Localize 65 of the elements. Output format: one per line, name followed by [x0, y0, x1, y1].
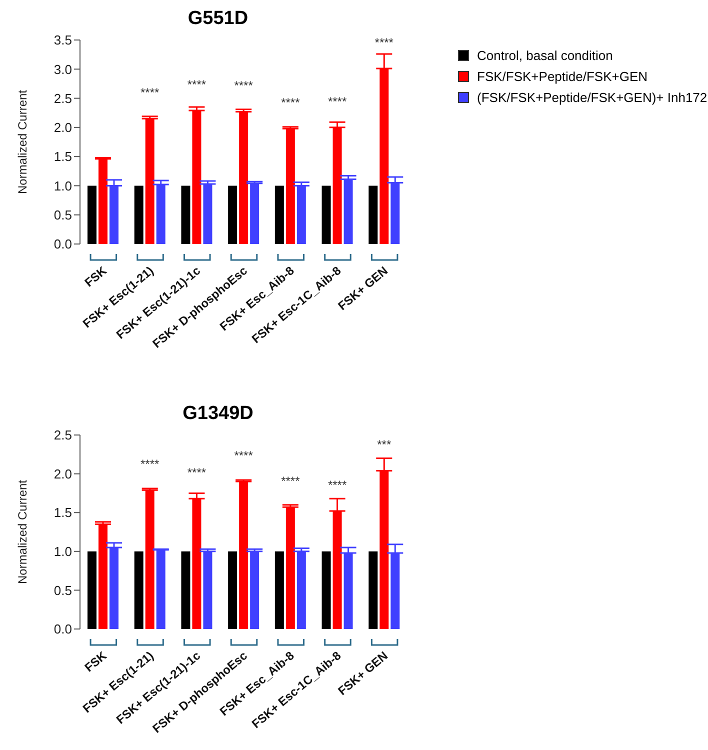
bar [239, 482, 248, 629]
y-tick-label: 1.0 [54, 178, 72, 194]
bar [322, 186, 331, 244]
bar [192, 110, 202, 244]
legend-label: Control, basal condition [477, 48, 613, 63]
bar [145, 118, 154, 244]
annotation: **** [187, 466, 206, 480]
chart-title: G1349D [182, 403, 254, 426]
bar [322, 551, 331, 629]
annotation: **** [281, 96, 300, 110]
annotation: **** [328, 94, 347, 108]
bar [228, 186, 238, 244]
y-tick-label: 2.0 [54, 120, 72, 136]
bar [250, 183, 260, 244]
bar [203, 184, 212, 244]
y-tick-label: 2.5 [54, 90, 72, 106]
bar [274, 186, 284, 244]
bar [286, 128, 295, 244]
bar [296, 551, 306, 629]
y-axis-title: Normalized Current [15, 89, 30, 194]
annotation: **** [140, 457, 160, 472]
bar [344, 179, 353, 244]
y-tick-label: 1.5 [54, 149, 72, 164]
bar [156, 550, 166, 629]
bar [181, 186, 190, 244]
annotation: **** [328, 478, 347, 492]
annotation: **** [281, 474, 300, 488]
bar [250, 551, 260, 629]
y-tick-label: 0.0 [54, 236, 72, 252]
bar [203, 551, 212, 629]
y-tick-label: 3.0 [54, 62, 72, 77]
y-tick-label: 2.0 [54, 466, 72, 482]
bar [98, 158, 108, 244]
y-tick-label: 3.5 [54, 32, 72, 48]
annotation: **** [234, 448, 254, 463]
annotation: **** [234, 78, 254, 93]
bar [87, 551, 96, 629]
bar [368, 186, 378, 244]
y-tick-label: 0.5 [54, 207, 72, 222]
bar [296, 186, 306, 244]
y-tick-label: 1.0 [54, 544, 72, 560]
annotation: *** [377, 438, 392, 452]
bar [145, 490, 154, 629]
bar [274, 551, 284, 629]
bar [98, 524, 108, 629]
y-axis-title: Normalized Current [15, 479, 30, 584]
chart-title: G551D [186, 8, 250, 31]
y-tick-label: 0.0 [54, 622, 72, 637]
bar [134, 186, 144, 244]
annotation: **** [140, 86, 160, 100]
bar [368, 551, 378, 629]
bar [181, 551, 190, 629]
bar [286, 507, 295, 629]
y-tick-label: 2.5 [54, 428, 72, 443]
y-tick-label: 0.5 [54, 582, 72, 598]
legend-label: FSK/FSK+Peptide/FSK+GEN [477, 69, 648, 84]
bar [239, 112, 248, 244]
bar [87, 186, 96, 244]
annotation: **** [374, 36, 394, 50]
bar [228, 551, 238, 629]
annotation: **** [187, 78, 206, 92]
y-tick-label: 1.5 [54, 505, 72, 520]
legend-label: (FSK/FSK+Peptide/FSK+GEN)+ Inh172 [477, 90, 708, 105]
bar [134, 551, 144, 629]
bar [156, 184, 166, 244]
